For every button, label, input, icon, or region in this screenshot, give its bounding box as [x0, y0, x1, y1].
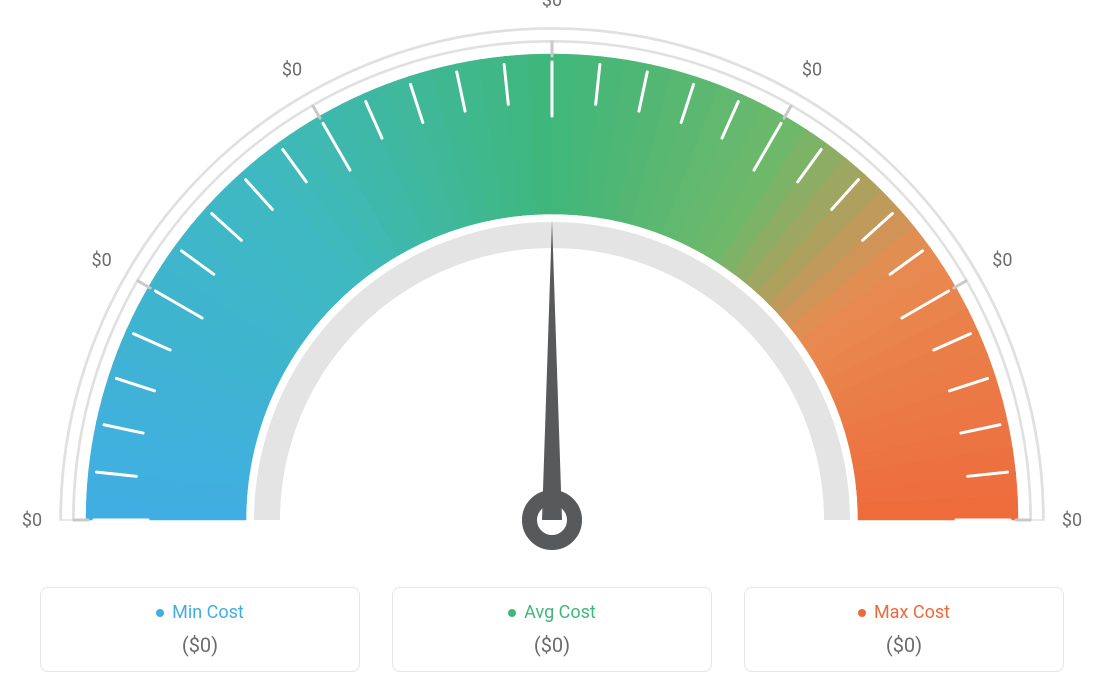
- svg-text:$0: $0: [992, 250, 1012, 271]
- avg-cost-dot: [508, 609, 516, 617]
- legend-row: Min Cost ($0) Avg Cost ($0) Max Cost ($0…: [0, 587, 1104, 690]
- min-cost-label: Min Cost: [172, 602, 244, 623]
- svg-text:$0: $0: [802, 60, 822, 81]
- min-cost-dot: [156, 609, 164, 617]
- max-cost-value: ($0): [755, 633, 1053, 657]
- svg-text:$0: $0: [282, 60, 302, 81]
- avg-cost-label: Avg Cost: [524, 602, 596, 623]
- svg-text:$0: $0: [22, 510, 42, 531]
- avg-cost-card: Avg Cost ($0): [392, 587, 712, 673]
- gauge-svg: $0 $0 $0 $0 $0 $0 $0: [0, 0, 1104, 560]
- avg-cost-value: ($0): [403, 633, 701, 657]
- svg-text:$0: $0: [92, 250, 112, 271]
- max-cost-label: Max Cost: [874, 602, 950, 623]
- svg-text:$0: $0: [1062, 510, 1082, 531]
- gauge-chart: $0 $0 $0 $0 $0 $0 $0: [0, 0, 1104, 560]
- min-cost-value: ($0): [51, 633, 349, 657]
- min-cost-legend: Min Cost: [156, 602, 244, 623]
- max-cost-dot: [858, 609, 866, 617]
- svg-text:$0: $0: [542, 0, 562, 11]
- avg-cost-legend: Avg Cost: [508, 602, 596, 623]
- max-cost-legend: Max Cost: [858, 602, 950, 623]
- max-cost-card: Max Cost ($0): [744, 587, 1064, 673]
- min-cost-card: Min Cost ($0): [40, 587, 360, 673]
